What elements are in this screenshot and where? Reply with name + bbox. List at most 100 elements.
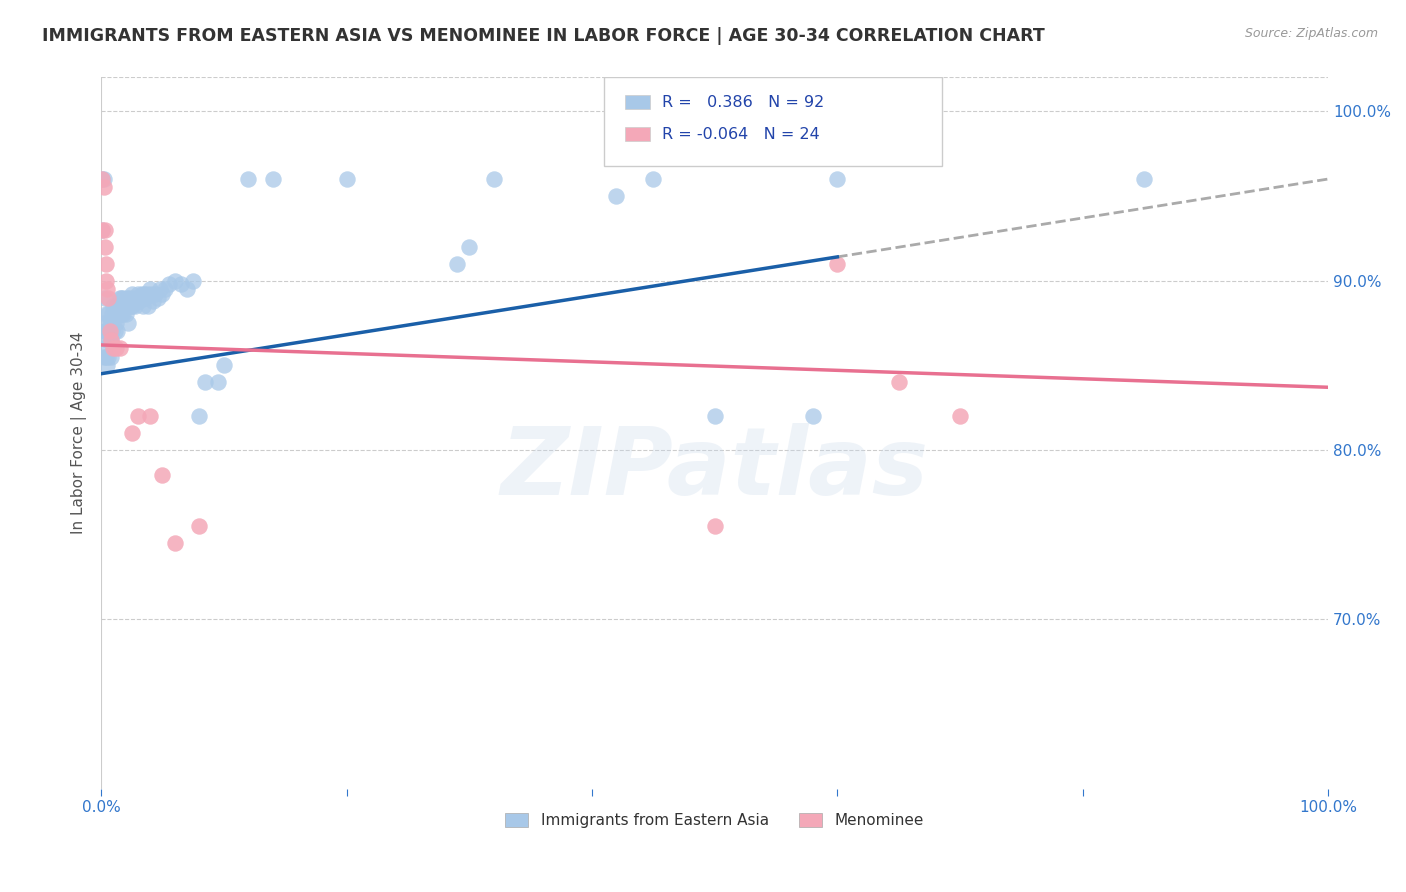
- Point: [96, 325, 118, 339]
- Point: [98, 316, 121, 330]
- Point: [97, 350, 120, 364]
- Point: [142, 293, 165, 308]
- Point: [482, 172, 505, 186]
- Point: [115, 291, 138, 305]
- Point: [94, 240, 117, 254]
- Point: [97, 308, 120, 322]
- Point: [91, 172, 114, 186]
- Point: [103, 299, 125, 313]
- Text: ZIPatlas: ZIPatlas: [501, 423, 929, 515]
- Point: [643, 172, 665, 186]
- Point: [152, 468, 174, 483]
- Point: [139, 409, 162, 423]
- Point: [605, 189, 627, 203]
- Point: [163, 274, 186, 288]
- Point: [104, 308, 127, 322]
- Point: [103, 342, 125, 356]
- Point: [94, 342, 117, 356]
- Point: [117, 316, 139, 330]
- Point: [91, 223, 114, 237]
- Point: [94, 223, 117, 237]
- Point: [101, 325, 124, 339]
- Point: [97, 325, 120, 339]
- Y-axis label: In Labor Force | Age 30-34: In Labor Force | Age 30-34: [72, 332, 87, 534]
- Point: [121, 287, 143, 301]
- Point: [94, 308, 117, 322]
- Point: [114, 308, 136, 322]
- Point: [146, 291, 169, 305]
- Point: [121, 425, 143, 440]
- Point: [91, 172, 114, 186]
- Point: [827, 172, 849, 186]
- Point: [110, 308, 132, 322]
- Point: [104, 325, 127, 339]
- Point: [107, 308, 129, 322]
- FancyBboxPatch shape: [626, 95, 650, 110]
- Point: [112, 308, 135, 322]
- Text: IMMIGRANTS FROM EASTERN ASIA VS MENOMINEE IN LABOR FORCE | AGE 30-34 CORRELATION: IMMIGRANTS FROM EASTERN ASIA VS MENOMINE…: [42, 27, 1045, 45]
- Point: [101, 308, 124, 322]
- Point: [110, 291, 132, 305]
- Point: [97, 291, 120, 305]
- Point: [122, 291, 145, 305]
- Point: [94, 274, 117, 288]
- Point: [458, 240, 481, 254]
- Point: [127, 409, 149, 423]
- Point: [94, 257, 117, 271]
- Point: [212, 358, 235, 372]
- Point: [827, 257, 849, 271]
- Point: [238, 172, 260, 186]
- Point: [93, 172, 115, 186]
- Point: [207, 375, 229, 389]
- Point: [98, 325, 121, 339]
- Point: [122, 293, 145, 308]
- Point: [124, 299, 146, 313]
- Point: [949, 409, 972, 423]
- Point: [157, 277, 180, 291]
- Point: [129, 291, 152, 305]
- Point: [93, 350, 115, 364]
- Point: [94, 350, 117, 364]
- Point: [163, 536, 186, 550]
- Point: [93, 316, 115, 330]
- Point: [194, 375, 217, 389]
- Point: [112, 291, 135, 305]
- Point: [100, 350, 122, 364]
- Point: [134, 291, 156, 305]
- Point: [100, 316, 122, 330]
- Point: [94, 291, 117, 305]
- Text: Source: ZipAtlas.com: Source: ZipAtlas.com: [1244, 27, 1378, 40]
- Point: [94, 325, 117, 339]
- Point: [121, 299, 143, 313]
- Point: [335, 172, 357, 186]
- FancyBboxPatch shape: [626, 128, 650, 142]
- Point: [117, 299, 139, 313]
- Point: [105, 325, 128, 339]
- Point: [131, 287, 153, 301]
- Point: [120, 299, 142, 313]
- Point: [125, 291, 148, 305]
- Point: [96, 333, 118, 347]
- Point: [105, 308, 128, 322]
- Point: [104, 299, 127, 313]
- Point: [446, 257, 468, 271]
- Legend: Immigrants from Eastern Asia, Menominee: Immigrants from Eastern Asia, Menominee: [499, 807, 929, 834]
- Point: [801, 409, 824, 423]
- Point: [104, 342, 127, 356]
- Point: [152, 287, 174, 301]
- Point: [132, 287, 155, 301]
- Point: [149, 282, 172, 296]
- Point: [143, 287, 166, 301]
- Point: [141, 287, 163, 301]
- Point: [139, 282, 162, 296]
- Point: [98, 333, 121, 347]
- Point: [127, 287, 149, 301]
- Point: [108, 342, 131, 356]
- Point: [181, 274, 204, 288]
- Point: [96, 358, 118, 372]
- Point: [103, 316, 125, 330]
- Point: [94, 325, 117, 339]
- Point: [100, 333, 122, 347]
- Point: [91, 223, 114, 237]
- Point: [128, 293, 150, 308]
